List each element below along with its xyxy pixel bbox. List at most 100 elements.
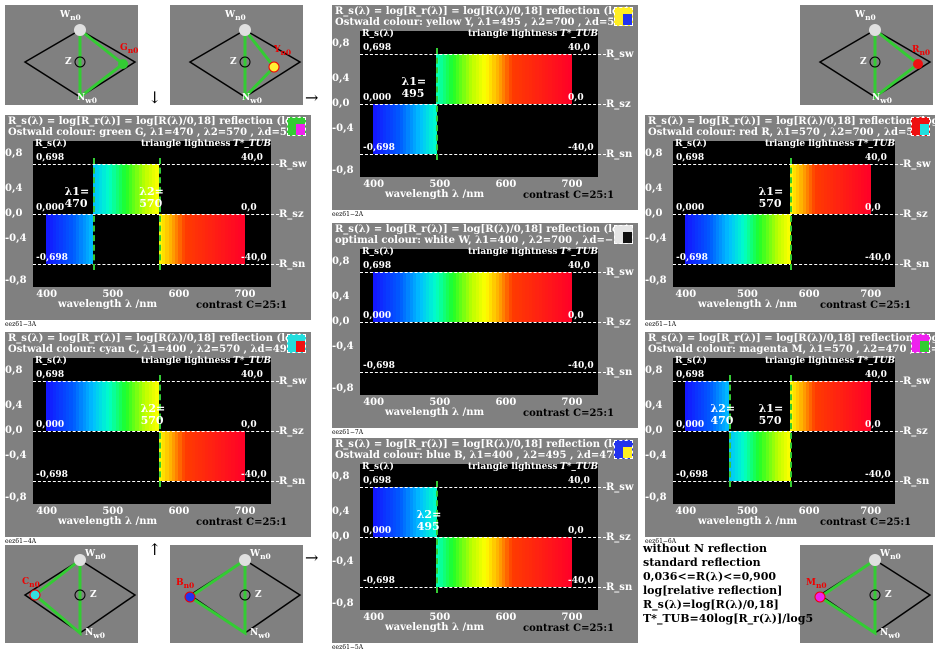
spectrum-bar xyxy=(528,272,533,322)
spectrum-bar xyxy=(426,272,430,322)
y-tick-label: 0,4 xyxy=(5,400,23,412)
spectrum-bar xyxy=(784,431,788,481)
spectrum-bar xyxy=(485,272,490,322)
spectrum-bar xyxy=(416,272,420,322)
spectrum-bar xyxy=(824,381,828,431)
header-line2: optimal colour: white W, λ1=400 , λ2=700… xyxy=(335,235,614,246)
spectrum-bar xyxy=(442,54,447,104)
level-line xyxy=(33,480,279,482)
panel-code: eez61−6A xyxy=(645,538,677,545)
triangle-diagram xyxy=(814,554,932,636)
label-w: Wn0 xyxy=(60,10,81,22)
spectrum-bar xyxy=(469,537,473,587)
spectrum-bar xyxy=(373,104,378,154)
spectrum-bar xyxy=(449,272,454,322)
spectrum-bar xyxy=(52,381,57,431)
triangle-diagram xyxy=(184,554,302,636)
tub-value: 0,0 xyxy=(241,203,257,213)
spectrum-bar xyxy=(436,272,440,322)
spectrum-bar xyxy=(845,381,850,431)
spectrum-bar xyxy=(373,487,378,537)
y-tick-label: 0,4 xyxy=(645,400,663,412)
spectrum-bar xyxy=(765,214,770,264)
spectrum-bar xyxy=(109,164,113,214)
spectrum-bar xyxy=(211,431,216,481)
spectrum-bar xyxy=(713,214,717,264)
header-line1: R_s(λ) = log[R_r(λ)] = log[R(λ)/0,18] re… xyxy=(8,333,304,344)
plot-area: 0,698 40,0 0,000 0,0 -0,698 -40,0 λ2= 470 λ1= 5… xyxy=(673,358,903,504)
spectrum-bar xyxy=(756,214,760,264)
chart-panel-yellow: R_s(λ) = log[R_r(λ)] = log[R(λ)/0,18] re… xyxy=(332,5,638,210)
x-tick-label: 600 xyxy=(168,289,190,300)
x-tick-label: 700 xyxy=(234,506,256,517)
spectrum-bar xyxy=(135,381,140,431)
spectrum-bar xyxy=(796,164,800,214)
panel-header: R_s(λ) = log[R_r(λ)] = log[R(λ)/0,18] re… xyxy=(5,332,311,356)
tub-value: -40,0 xyxy=(568,360,594,371)
spectrum-bar xyxy=(449,54,454,104)
spectrum-bar xyxy=(821,164,825,214)
spectrum-bar xyxy=(475,54,480,104)
level-label: -0,698 xyxy=(36,469,68,480)
spectrum-bar xyxy=(198,431,203,481)
lambda-annotation: λ1= 495 xyxy=(401,75,427,101)
triangle-panel-green: Wn0 Z Nw0 Gn0 xyxy=(5,5,138,105)
spectrum-bar xyxy=(521,272,526,322)
spectrum-bar xyxy=(214,431,219,481)
spectrum-bar xyxy=(737,431,742,481)
header-line2: Ostwald colour: green G, λ1=470 , λ2=570… xyxy=(8,127,301,138)
spectrum-bar xyxy=(703,381,708,431)
spectrum-bar xyxy=(780,431,785,481)
right-axis-label: R_sz xyxy=(903,426,928,437)
plot-area: 0,698 40,0 0,000 0,0 -0,698 -40,0 λ1= 470 λ2= 5… xyxy=(33,141,279,287)
spectrum-bar xyxy=(498,272,503,322)
spectrum-bar xyxy=(505,54,510,104)
right-axis-label: R_sz xyxy=(606,317,631,328)
spectrum-bar xyxy=(168,431,173,481)
panel-code: eez61−1A xyxy=(645,321,677,328)
y-tick-label: -0,8 xyxy=(332,165,354,176)
spectrum-bar xyxy=(867,164,871,214)
spectrum-bar xyxy=(419,487,424,537)
spectrum-bar xyxy=(445,54,450,104)
header-line1: R_s(λ) = log[R_r(λ)] = log[R(λ)/0,18] re… xyxy=(648,333,935,344)
spectrum-bar xyxy=(805,381,810,431)
label-n: Nw0 xyxy=(242,93,262,105)
level-line xyxy=(360,586,606,588)
spectrum-bar xyxy=(452,54,457,104)
right-axis-label: R_sn xyxy=(903,475,930,487)
spectrum-bar xyxy=(719,214,723,264)
spectrum-bar xyxy=(194,214,199,264)
spectrum-bar xyxy=(502,537,506,587)
spectrum-bar xyxy=(848,164,853,214)
spectrum-bar xyxy=(92,381,97,431)
y-tick-label: -0,8 xyxy=(5,492,27,503)
spectrum-bar xyxy=(525,272,530,322)
level-label: 0,000 xyxy=(363,93,392,103)
y-tick-label: -0,4 xyxy=(5,232,27,244)
right-axis-label: R_sw xyxy=(606,49,634,61)
colour-swatch-complement xyxy=(623,232,632,243)
lambda-annotation: λ2= 470 xyxy=(710,402,736,428)
right-axis-label: R_sn xyxy=(279,475,306,487)
spectrum-bar xyxy=(564,537,569,587)
y-tick-label: 0,4 xyxy=(332,506,350,518)
spectrum-bar xyxy=(716,214,720,264)
spectrum-bar xyxy=(432,272,437,322)
level-label: 0,698 xyxy=(676,370,705,381)
tub-value: 40,0 xyxy=(241,370,263,381)
spectrum-bar xyxy=(525,54,530,104)
contrast-label: contrast C=25:1 xyxy=(523,623,615,634)
spectrum-bar xyxy=(706,214,711,264)
triangle-panel-red: Wn0 Z Nw0 Rn0 xyxy=(800,5,933,105)
panel-code: eez61−3A xyxy=(5,321,37,328)
spectrum-bar xyxy=(409,272,414,322)
spectrum-bar xyxy=(105,381,110,431)
spectrum-bar xyxy=(750,214,754,264)
spectrum-bar xyxy=(793,381,797,431)
spectrum-bar xyxy=(181,214,186,264)
triangle-panel-yellow: Wn0 Z Nw0 Yn0 xyxy=(170,5,303,105)
spectrum-bar xyxy=(465,537,470,587)
spectrum-bar xyxy=(85,214,90,264)
y-tick-label: -0,4 xyxy=(332,340,354,352)
